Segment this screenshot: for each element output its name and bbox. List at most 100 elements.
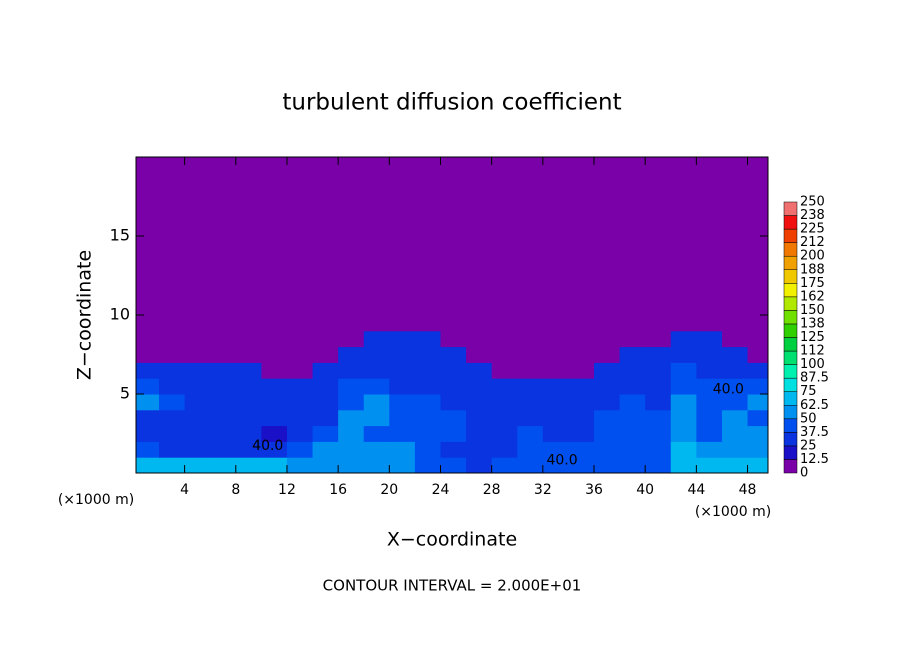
cell — [466, 425, 493, 442]
cell — [517, 425, 544, 442]
cell — [312, 394, 339, 411]
cell — [136, 425, 160, 442]
cell — [184, 441, 211, 458]
cell — [696, 441, 723, 458]
colorbar-label: 200 — [800, 249, 825, 264]
cell — [159, 362, 186, 379]
cell — [286, 346, 314, 363]
cell — [721, 346, 749, 363]
cell — [286, 330, 314, 348]
colorbar-swatch — [783, 310, 798, 325]
cell — [645, 425, 672, 442]
x-tick-label: 32 — [534, 482, 552, 498]
cell — [517, 378, 544, 395]
cell — [312, 409, 339, 427]
colorbar-label: 25 — [800, 438, 817, 453]
cell — [440, 425, 467, 442]
cell — [312, 457, 339, 473]
cell — [517, 157, 544, 332]
cell — [338, 362, 365, 379]
cell — [210, 457, 237, 473]
cell — [696, 330, 723, 348]
cell — [363, 362, 390, 379]
cell — [159, 157, 186, 332]
cell — [440, 157, 467, 332]
colorbar-label: 75 — [800, 384, 817, 399]
cell — [312, 362, 339, 379]
cell — [210, 330, 237, 348]
cell — [747, 362, 768, 379]
cell — [670, 425, 697, 442]
cell — [312, 157, 339, 332]
cell — [491, 409, 518, 427]
x-axis-label: X−coordinate — [387, 529, 517, 551]
cell — [389, 330, 416, 348]
cell — [747, 378, 768, 395]
cell — [440, 457, 467, 473]
footnote: CONTOUR INTERVAL = 2.000E+01 — [323, 577, 582, 595]
cell — [389, 425, 416, 442]
cell — [645, 330, 672, 348]
cell — [159, 378, 186, 395]
cell — [363, 378, 390, 395]
cell — [747, 394, 768, 411]
cell — [594, 378, 621, 395]
cell — [235, 409, 262, 427]
cell — [619, 330, 646, 348]
cell — [619, 362, 646, 379]
cell — [619, 346, 646, 363]
cell — [136, 157, 160, 332]
cell — [542, 346, 569, 363]
cell — [184, 409, 211, 427]
cell — [414, 394, 441, 411]
cell — [261, 394, 288, 411]
y-tick-label: 15 — [110, 226, 130, 245]
cell — [363, 441, 390, 458]
cell — [619, 394, 646, 411]
cell — [210, 362, 237, 379]
cell — [235, 394, 262, 411]
cell — [517, 362, 544, 379]
y-tick-label: 5 — [120, 384, 130, 403]
cell — [670, 409, 697, 427]
cell — [159, 409, 186, 427]
x-tick-label: 20 — [380, 482, 398, 498]
cell — [235, 441, 262, 458]
x-tick-label: 16 — [329, 482, 347, 498]
cell — [136, 362, 160, 379]
cell — [619, 157, 646, 332]
cell — [517, 441, 544, 458]
colorbar-swatch — [783, 296, 798, 311]
cell — [542, 378, 569, 395]
cell — [210, 409, 237, 427]
cell — [696, 362, 723, 379]
cell — [261, 346, 288, 363]
cell — [747, 157, 768, 332]
cell — [286, 378, 314, 395]
cell — [136, 441, 160, 458]
y-axis-label: Z−coordinate — [74, 250, 96, 380]
cell — [261, 330, 288, 348]
cell — [568, 157, 595, 332]
cell — [389, 409, 416, 427]
cell — [363, 457, 390, 473]
cell — [568, 457, 595, 473]
cell — [542, 330, 569, 348]
cell — [466, 378, 493, 395]
colorbar-label: 112 — [800, 344, 825, 359]
cell — [594, 425, 621, 442]
cell — [594, 457, 621, 473]
cell — [440, 441, 467, 458]
cell — [159, 330, 186, 348]
cell — [491, 457, 518, 473]
cell — [696, 409, 723, 427]
cell — [159, 394, 186, 411]
cell — [542, 409, 569, 427]
cell — [670, 157, 697, 332]
cell — [261, 157, 288, 332]
cell — [363, 425, 390, 442]
cell — [670, 346, 697, 363]
colorbar-label: 162 — [800, 289, 825, 304]
cell — [235, 362, 262, 379]
cell — [286, 157, 314, 332]
